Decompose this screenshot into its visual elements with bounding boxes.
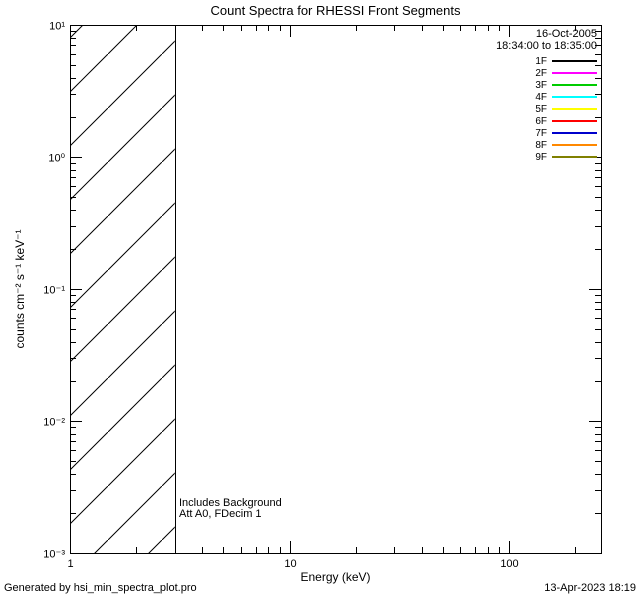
y-tick-label: 10⁰ xyxy=(48,153,65,165)
x-tick-label: 100 xyxy=(500,558,518,570)
legend-item: 7F xyxy=(535,127,597,139)
legend-color-line xyxy=(552,108,597,110)
legend-item-label: 2F xyxy=(535,67,547,79)
annotation-background: Includes Background xyxy=(179,497,282,509)
legend-item: 5F xyxy=(535,103,597,115)
legend: 1F 2F 3F 4F 5F 6F 7F 8F 9F xyxy=(535,55,597,163)
legend-item-label: 9F xyxy=(535,151,547,163)
legend-color-line xyxy=(552,72,597,74)
legend-item: 9F xyxy=(535,151,597,163)
footer-datetime: 13-Apr-2023 18:19 xyxy=(544,582,636,594)
legend-color-line xyxy=(552,60,597,62)
hatch-region xyxy=(70,25,175,553)
y-tick-label: 10⁻³ xyxy=(43,549,65,561)
legend-color-line xyxy=(552,120,597,122)
x-tick-label: 1 xyxy=(67,558,73,570)
legend-color-line xyxy=(552,156,597,158)
legend-item-label: 7F xyxy=(535,127,547,139)
y-tick-label: 10⁻² xyxy=(43,417,65,429)
legend-color-line xyxy=(552,132,597,134)
legend-time-range: 18:34:00 to 18:35:00 xyxy=(496,40,597,52)
annotation-attenuator: Att A0, FDecim 1 xyxy=(179,508,262,520)
y-tick-label: 10¹ xyxy=(49,21,65,33)
legend-item-label: 3F xyxy=(535,79,547,91)
legend-item-label: 4F xyxy=(535,91,547,103)
legend-item: 2F xyxy=(535,67,597,79)
legend-item: 4F xyxy=(535,91,597,103)
y-axis-label: counts cm⁻² s⁻¹ keV⁻¹ xyxy=(13,229,27,349)
x-axis-label: Energy (keV) xyxy=(300,570,371,584)
legend-color-line xyxy=(552,144,597,146)
footer-generator: Generated by hsi_min_spectra_plot.pro xyxy=(4,582,197,594)
legend-item: 6F xyxy=(535,115,597,127)
legend-item: 8F xyxy=(535,139,597,151)
legend-item-label: 1F xyxy=(535,55,547,67)
legend-item: 1F xyxy=(535,55,597,67)
legend-item-label: 8F xyxy=(535,139,547,151)
legend-item-label: 6F xyxy=(535,115,547,127)
y-tick-label: 10⁻¹ xyxy=(43,285,65,297)
legend-item: 3F xyxy=(535,79,597,91)
legend-item-label: 5F xyxy=(535,103,547,115)
legend-date: 16-Oct-2005 xyxy=(535,28,597,40)
x-tick-label: 10 xyxy=(284,558,296,570)
chart-title: Count Spectra for RHESSI Front Segments xyxy=(210,3,461,18)
legend-color-line xyxy=(552,84,597,86)
legend-color-line xyxy=(552,96,597,98)
